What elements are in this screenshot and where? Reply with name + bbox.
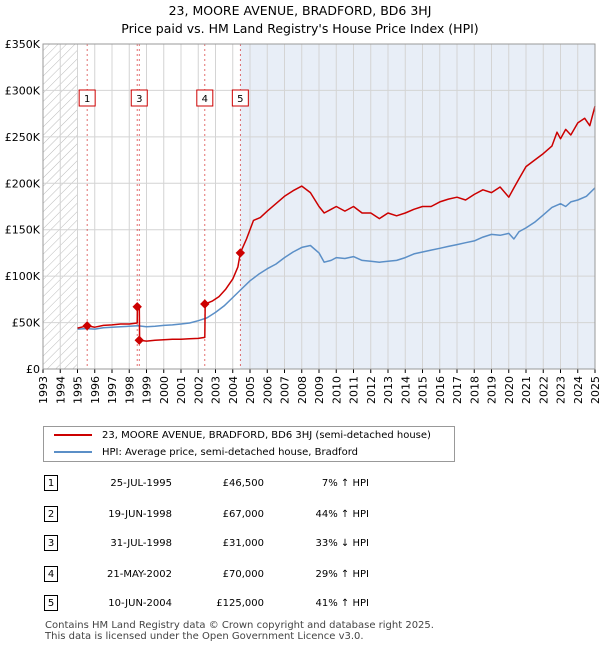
table-row-date: 19-JUN-1998: [108, 509, 172, 520]
x-tick-label: 2006: [261, 376, 274, 404]
series-lines: [77, 106, 596, 342]
y-tick-label: £0: [26, 363, 40, 376]
y-tick-label: £100K: [5, 270, 41, 283]
x-tick-label: 1993: [37, 376, 50, 404]
table-row-number: 4: [44, 566, 58, 582]
x-tick-label: 1995: [72, 376, 85, 404]
x-tick-label: 2013: [382, 376, 395, 404]
footer-line-2: This data is licensed under the Open Gov…: [45, 631, 364, 642]
marker-box: [78, 89, 96, 107]
x-tick-label: 2000: [158, 376, 171, 404]
hpi-series-line: [77, 187, 596, 330]
table-row-date: 31-JUL-1998: [110, 538, 172, 549]
table-row-number: 2: [44, 506, 58, 522]
x-tick-label: 2018: [468, 376, 481, 404]
x-tick-label: 1997: [106, 376, 119, 404]
transaction-point: [200, 299, 210, 309]
x-tick-label: 2017: [451, 376, 464, 404]
x-tick-label: 2004: [227, 376, 240, 404]
y-tick-label: £50K: [12, 317, 41, 330]
x-tick-label: 2001: [175, 376, 188, 404]
legend-swatch-property: [54, 434, 92, 436]
table-row-hpi-relation: 7% ↑ HPI: [321, 478, 369, 489]
x-tick-label: 2021: [520, 376, 533, 404]
transaction-point: [82, 321, 92, 331]
legend-item-hpi: HPI: Average price, semi-detached house,…: [54, 445, 358, 461]
table-row-hpi-relation: 29% ↑ HPI: [315, 569, 369, 580]
table-row-hpi-relation: 41% ↑ HPI: [315, 598, 369, 609]
x-tick-label: 2007: [279, 376, 292, 404]
axes: £0 £50K £100K £150K £200K £250K £300K £350K 1993…: [5, 38, 600, 404]
x-tick-label: 2005: [244, 376, 257, 404]
marker-box-label: 5: [237, 94, 243, 105]
table-row-number: 1: [44, 475, 58, 491]
table-row-price: £46,500: [222, 478, 264, 489]
x-tick-label: 2010: [330, 376, 343, 404]
x-tick-label: 2019: [486, 376, 499, 404]
x-tick-label: 1994: [54, 376, 67, 404]
shaded-region: [240, 44, 595, 369]
legend-swatch-hpi: [54, 451, 92, 453]
x-tick-label: 2008: [296, 376, 309, 404]
marker-box: [196, 89, 214, 107]
y-tick-label: £300K: [5, 84, 41, 97]
x-tick-label: 2011: [348, 376, 361, 404]
transaction-point: [235, 248, 246, 258]
table-row-hpi-relation: 33% ↓ HPI: [315, 538, 369, 549]
price-chart: 1 3 4 5 £0 £50K £100K £150K £200K £250K £300K £350…: [5, 38, 600, 404]
table-row-price: £70,000: [222, 569, 264, 580]
x-tick-label: 2022: [537, 376, 550, 404]
legend-label-property: 23, MOORE AVENUE, BRADFORD, BD6 3HJ (sem…: [102, 430, 431, 441]
transaction-marker-boxes: 1 3 4 5: [78, 89, 249, 107]
table-row-price: £67,000: [222, 509, 264, 520]
table-row-date: 21-MAY-2002: [106, 569, 172, 580]
title-line-2: Price paid vs. HM Land Registry's House …: [121, 21, 479, 36]
marker-box-label: 3: [136, 94, 142, 105]
legend-item-property: 23, MOORE AVENUE, BRADFORD, BD6 3HJ (sem…: [54, 428, 431, 444]
chart-title: 23, MOORE AVENUE, BRADFORD, BD6 3HJ Pric…: [0, 2, 600, 38]
y-tick-label: £150K: [5, 224, 41, 237]
title-line-1: 23, MOORE AVENUE, BRADFORD, BD6 3HJ: [168, 3, 432, 18]
x-tick-label: 1999: [141, 376, 154, 404]
table-row-date: 25-JUL-1995: [110, 478, 172, 489]
legend: 23, MOORE AVENUE, BRADFORD, BD6 3HJ (sem…: [43, 426, 455, 462]
marker-box-label: 4: [202, 94, 208, 105]
y-tick-label: £200K: [5, 177, 41, 190]
table-row-price: £125,000: [216, 598, 264, 609]
footer-attribution: Contains HM Land Registry data © Crown c…: [45, 620, 434, 642]
property-series-line: [77, 106, 596, 342]
x-tick-label: 2015: [417, 376, 430, 404]
marker-box: [231, 89, 249, 107]
transaction-point: [132, 302, 142, 312]
x-tick-label: 2003: [210, 376, 223, 404]
table-row-hpi-relation: 44% ↑ HPI: [315, 509, 369, 520]
legend-label-hpi: HPI: Average price, semi-detached house,…: [102, 447, 358, 458]
transaction-points: [82, 248, 246, 345]
x-tick-label: 2014: [399, 376, 412, 404]
x-tick-label: 2009: [313, 376, 326, 404]
x-tick-label: 2023: [555, 376, 568, 404]
x-tick-label: 1998: [123, 376, 136, 404]
marker-box-label: 1: [84, 94, 90, 105]
x-tick-label: 2002: [192, 376, 205, 404]
y-tick-label: £250K: [5, 131, 41, 144]
x-tick-label: 2012: [365, 376, 378, 404]
table-row-number: 3: [44, 535, 58, 551]
table-row-number: 5: [44, 595, 58, 611]
x-tick-label: 2020: [503, 376, 516, 404]
marker-box: [130, 89, 148, 107]
x-tick-label: 2024: [572, 376, 585, 404]
x-tick-label: 2016: [434, 376, 447, 404]
y-tick-label: £350K: [5, 38, 41, 51]
transaction-point: [134, 335, 144, 345]
footer-line-1: Contains HM Land Registry data © Crown c…: [45, 620, 434, 631]
table-row-price: £31,000: [222, 538, 264, 549]
x-tick-label: 1996: [89, 376, 102, 404]
table-row-date: 10-JUN-2004: [108, 598, 172, 609]
plot-border: [42, 43, 596, 370]
x-tick-label: 2025: [589, 376, 600, 404]
